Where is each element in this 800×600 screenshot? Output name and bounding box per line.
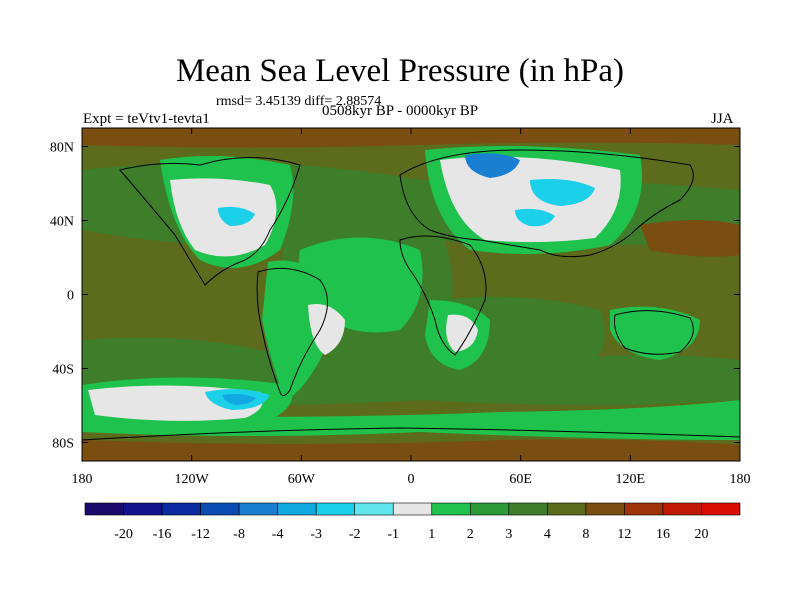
y-tick-label: 40S [52,363,74,378]
x-tick-label: 0 [408,472,415,487]
colorbar-label: -3 [310,527,322,542]
x-tick-label: 180 [730,472,751,487]
colorbar-label: -2 [349,527,361,542]
field-eurasia-neg-small [515,208,555,227]
colorbar-swatch [161,502,201,516]
colorbar-label: 16 [656,527,670,542]
colorbar-swatch [354,502,394,516]
stats-line: rmsd= 3.45139 diff= 2.88574 [216,94,382,109]
colorbar-swatch [508,502,548,516]
field-hudson-bay-neg [218,206,255,226]
y-tick-label: 0 [67,289,74,304]
colorbar: -20 -16 -12 -8 -4 -3 -2 -1 1 2 3 4 8 12 16 20 [84,502,741,542]
colorbar-label: 1 [428,527,435,542]
x-tick-label: 120E [616,472,646,487]
colorbar-swatch [585,502,625,516]
field-north-pacific-8 [82,128,740,148]
season-label: JJA [711,111,734,127]
x-tick-label: 120W [175,472,210,487]
field-antarctic-2 [82,400,740,440]
colorbar-swatch [277,502,317,516]
experiment-label: Expt = teVtv1-tevta1 [83,111,210,127]
colorbar-label: 2 [467,527,474,542]
coast-north-america [119,157,301,286]
colorbar-label: -4 [272,527,284,542]
colorbar-swatch [701,502,741,516]
colorbar-label: 12 [617,527,631,542]
field-africa-1 [446,314,478,352]
colorbar-swatch [662,502,702,516]
colorbar-label: -20 [114,527,133,542]
colorbar-label: 20 [694,527,708,542]
period-label: 0508kyr BP - 0000kyr BP [322,103,479,119]
field-eurasia-neg [530,179,595,206]
x-axis: 180 120W 60W 0 60E 120E 180 [72,128,751,487]
coast-australia [614,310,694,355]
field-scandinavia-neg [465,153,520,178]
coast-antarctica [81,427,741,441]
colorbar-swatch [123,502,163,516]
y-tick-label: 40N [50,215,74,230]
colorbar-swatch [624,502,664,516]
coast-eurasia [399,149,694,258]
coast-africa [399,235,487,356]
coast-south-america [256,267,328,396]
colorbar-swatch [392,502,433,516]
colorbar-swatch [315,502,356,516]
colorbar-label: 4 [544,527,551,542]
colorbar-label: -1 [387,527,399,542]
x-tick-label: 60W [288,472,316,487]
colorbar-swatch [238,502,278,516]
field-southern-8 [82,439,740,461]
map-field [82,128,740,461]
chart-title: Mean Sea Level Pressure (in hPa) [175,53,625,89]
colorbar-label: 3 [505,527,512,542]
field-eurasia-1 [440,156,621,243]
field-central-pacific-8 [640,220,740,257]
field-south-america-2 [262,260,334,400]
coastlines [81,149,741,441]
y-axis: 80N 40N 0 40S 80S [50,141,740,452]
colorbar-swatch [547,502,587,516]
colorbar-label: 8 [582,527,589,542]
colorbar-swatch [469,502,510,516]
x-tick-label: 180 [72,472,93,487]
field-south-america-1 [308,304,345,355]
x-tick-label: 60E [509,472,532,487]
y-tick-label: 80S [52,437,74,452]
field-south-pacific-neg-core [222,394,256,405]
colorbar-label: -8 [233,527,245,542]
field-australia-2 [610,306,700,360]
colorbar-label: -12 [191,527,210,542]
colorbar-swatch [431,502,471,516]
y-tick-label: 80N [50,141,74,156]
colorbar-swatch [200,502,240,516]
colorbar-swatch [84,502,124,516]
colorbar-label: -16 [153,527,172,542]
